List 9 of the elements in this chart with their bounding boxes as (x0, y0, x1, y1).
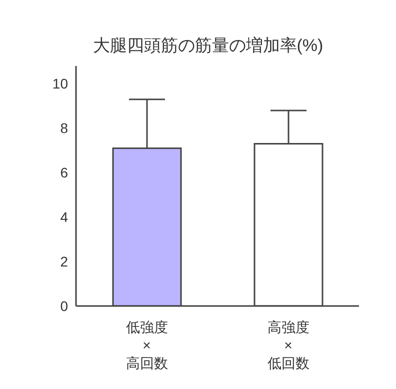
y-tick-label: 2 (60, 254, 68, 270)
chart-title: 大腿四頭筋の筋量の増加率(%) (92, 35, 324, 57)
y-tick-label: 6 (60, 164, 68, 181)
y-tick-label: 10 (52, 76, 68, 92)
y-tick-label: 4 (60, 209, 68, 226)
y-tick-label: 8 (60, 120, 68, 136)
x-tick-label: 高強度 × 低回数 (267, 319, 310, 371)
y-tick-label: 0 (60, 298, 68, 314)
x-tick-label: 低強度 × 高回数 (126, 319, 168, 371)
